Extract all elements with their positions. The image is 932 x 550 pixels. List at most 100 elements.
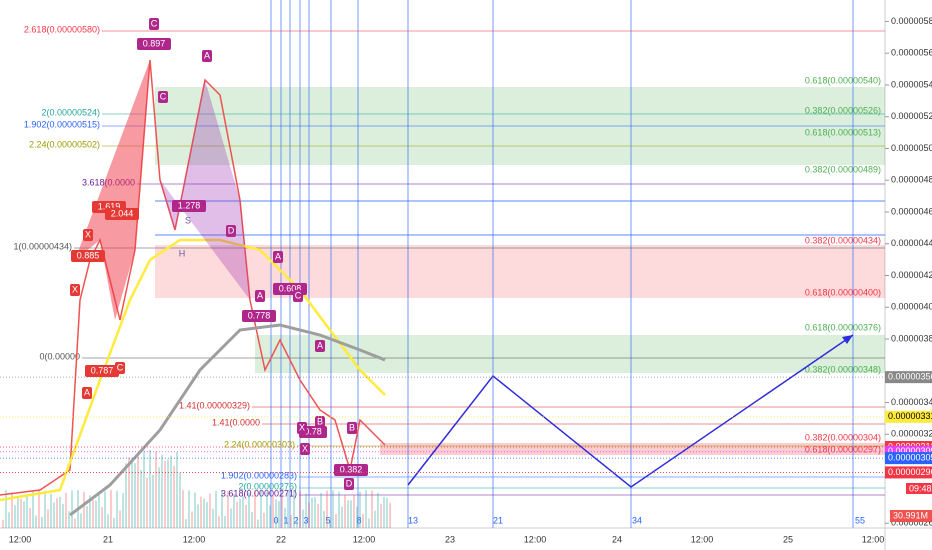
countdown-box xyxy=(906,483,932,494)
volume-bar xyxy=(209,493,211,528)
volume-bar xyxy=(293,490,295,528)
pattern-label-box xyxy=(315,416,325,428)
pattern-label: C xyxy=(151,18,158,28)
volume-bar xyxy=(242,496,244,528)
fib-left-label: 1(0.00000434) xyxy=(13,241,72,251)
volume-bar xyxy=(11,492,13,528)
volume-bar xyxy=(299,490,301,528)
x-tick-label: 21 xyxy=(103,534,113,544)
volume-bar xyxy=(161,454,163,528)
volume-bar xyxy=(365,490,367,528)
fib-left-label: 3.618(0.00000271) xyxy=(221,488,297,498)
pattern-label-box xyxy=(242,310,276,322)
pattern-label: D xyxy=(346,478,353,488)
pattern-label: C xyxy=(117,362,124,372)
pattern-label-box xyxy=(293,290,303,302)
volume-bar xyxy=(128,457,130,528)
volume-bar xyxy=(53,502,55,528)
price-path xyxy=(0,59,386,496)
pattern-label: 0.787 xyxy=(91,365,114,375)
fib-left-label: 2(0.00000524) xyxy=(41,107,100,117)
volume-bar xyxy=(389,502,391,528)
pattern-label: A xyxy=(257,290,263,300)
volume-bar xyxy=(368,518,370,528)
pattern-label: B xyxy=(317,416,323,426)
fib-right-label: 0.382(0.00000489) xyxy=(805,164,881,174)
fib-time-label: 34 xyxy=(632,515,642,525)
volume-bar xyxy=(257,519,259,528)
volume-bar xyxy=(335,513,337,528)
volume-bar xyxy=(221,490,223,528)
volume-bar xyxy=(236,501,238,528)
volume-bar xyxy=(188,490,190,528)
pattern-label: 2.044 xyxy=(111,208,134,218)
fib-time-label: 5 xyxy=(325,515,330,525)
fib-right-label: 0.618(0.00000376) xyxy=(805,322,881,332)
volume-bar xyxy=(305,493,307,528)
volume-bar xyxy=(200,496,202,528)
volume-bar xyxy=(197,504,199,528)
volume-bar xyxy=(353,495,355,528)
pattern-label: A xyxy=(204,50,210,60)
volume-bar xyxy=(248,492,250,528)
fib-right-label: 0.382(0.00000304) xyxy=(805,432,881,442)
volume-bar xyxy=(269,505,271,528)
volume-bar xyxy=(380,503,382,528)
pattern-label: 0.382 xyxy=(340,464,363,474)
fib-time-label: 13 xyxy=(408,515,418,525)
volume-bar xyxy=(17,496,19,528)
fib-left-label: 2.618(0.00000580) xyxy=(24,24,100,34)
volume-bar xyxy=(383,497,385,528)
pattern-label-box xyxy=(149,18,159,30)
volume-bar xyxy=(137,453,139,528)
fib-right-label: 0.382(0.00000348) xyxy=(805,364,881,374)
volume-bar xyxy=(344,495,346,528)
volume-bar xyxy=(179,473,181,528)
volume-bar xyxy=(20,499,22,528)
volume-bar xyxy=(263,512,265,528)
volume-bar xyxy=(311,497,313,528)
fib-right-label: 0.618(0.00000540) xyxy=(805,75,881,85)
projection-arrow xyxy=(842,335,853,344)
y-tick-label: 0.00000540 xyxy=(891,79,932,89)
volume-bar xyxy=(374,510,376,528)
pattern-label: H xyxy=(179,248,186,258)
pattern-label: 0.608 xyxy=(279,283,302,293)
volume-bar xyxy=(350,500,352,528)
pattern-label: 1.278 xyxy=(178,200,201,210)
price-tag-label: 0.00000331 xyxy=(888,411,932,421)
pattern-label-box xyxy=(273,251,283,263)
green-zone xyxy=(255,335,885,373)
volume-bar xyxy=(98,494,100,528)
volume-bar xyxy=(224,515,226,528)
volume-bar xyxy=(278,501,280,528)
x-tick-label: 12:00 xyxy=(353,534,376,544)
x-tick-label: 12:00 xyxy=(691,534,714,544)
volume-bar xyxy=(2,520,4,528)
volume-bar xyxy=(230,508,232,528)
fib-time-label: 1 xyxy=(283,515,288,525)
pattern-label-box xyxy=(71,250,105,262)
volume-bar xyxy=(131,457,133,528)
volume-bar xyxy=(14,505,16,528)
volume-bar xyxy=(101,506,103,528)
volume-bar xyxy=(47,509,49,528)
volume-bar xyxy=(155,451,157,528)
volume-bar xyxy=(206,502,208,528)
volume-bar xyxy=(272,495,274,528)
pattern-label-box xyxy=(172,200,206,212)
pattern-label: 0.78 xyxy=(304,426,322,436)
pattern-label: 0.885 xyxy=(77,250,100,260)
pattern-label-box xyxy=(105,208,139,220)
fib-time-label: 55 xyxy=(855,515,865,525)
volume-bar xyxy=(341,506,343,528)
volume-bar xyxy=(74,518,76,528)
harmonic-pattern xyxy=(75,60,150,320)
fib-time-label: 21 xyxy=(493,515,503,525)
pattern-label-box xyxy=(115,362,125,374)
volume-bar xyxy=(110,490,112,528)
